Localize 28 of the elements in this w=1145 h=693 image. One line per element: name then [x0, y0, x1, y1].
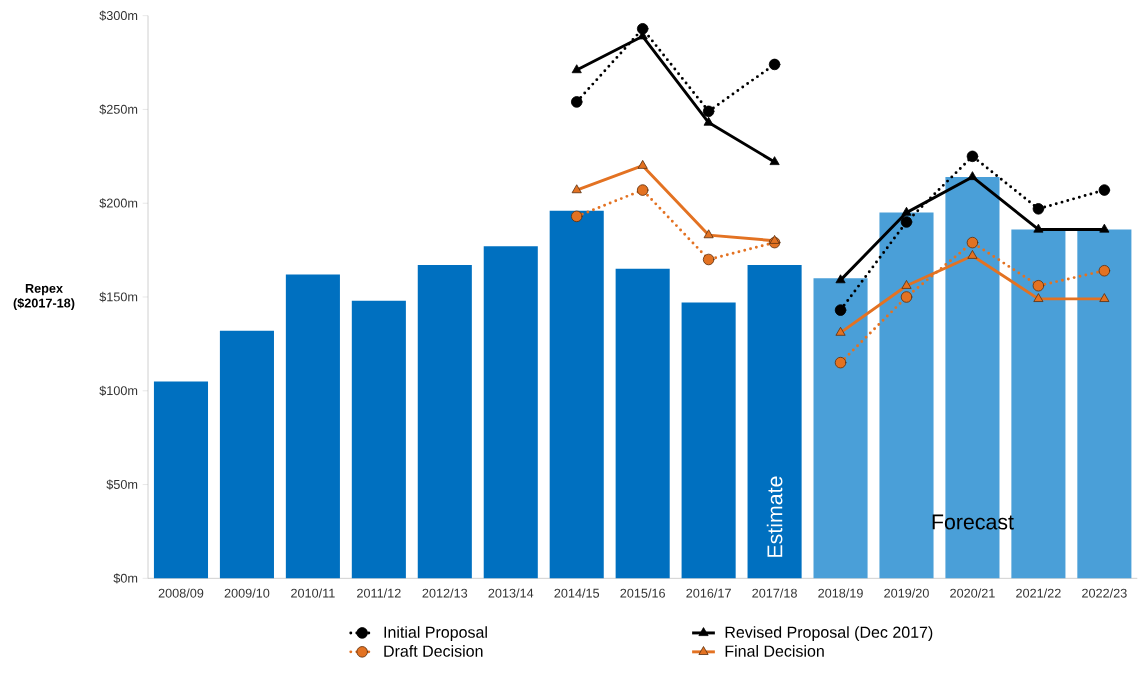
x-tick-label: 2020/21: [950, 588, 995, 598]
y-tick-label: $300m: [99, 10, 138, 21]
x-tick-label: 2013/14: [488, 588, 534, 598]
legend-label: Revised Proposal (Dec 2017): [725, 626, 933, 642]
x-tick-label: 2011/12: [357, 588, 401, 598]
annotation: Estimate: [766, 476, 783, 557]
x-tick-label: 2016/17: [686, 588, 731, 598]
y-tick-label: $50m: [106, 479, 138, 490]
x-tick-label: 2008/09: [158, 588, 204, 598]
y-tick-label: $250m: [99, 104, 138, 115]
y-tick-label: $100m: [99, 385, 138, 396]
x-tick-label: 2015/16: [620, 588, 665, 598]
legend-label: Final Decision: [725, 645, 824, 657]
y-tick-label: $150m: [99, 291, 138, 303]
legend-label: Draft Decision: [384, 645, 483, 657]
x-tick-label: 2009/10: [224, 588, 270, 598]
x-tick-label: 2017/18: [752, 588, 797, 598]
x-tick-label: 2021/22: [1016, 588, 1061, 598]
x-tick-label: 2014/15: [554, 588, 600, 598]
y-tick-label: $0m: [113, 573, 138, 584]
legend-label: Initial Proposal: [384, 626, 487, 642]
x-tick-label: 2022/23: [1082, 588, 1127, 598]
x-tick-label: 2018/19: [818, 588, 863, 598]
x-tick-label: 2012/13: [422, 588, 468, 598]
x-tick-label: 2010/11: [291, 588, 335, 598]
y-tick-label: $200m: [99, 198, 138, 209]
x-tick-label: 2019/20: [884, 588, 929, 598]
y-axis-title: Repex ($2017-18): [13, 283, 75, 311]
